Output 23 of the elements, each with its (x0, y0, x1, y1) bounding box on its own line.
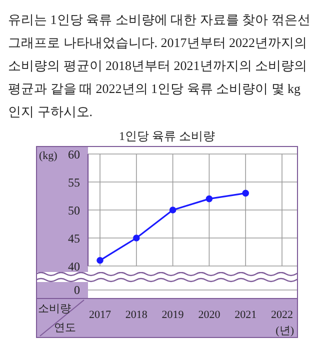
x-tick-label: 2021 (234, 309, 257, 321)
point (96, 257, 104, 264)
x-tick-label: 2022 (271, 309, 293, 321)
point (133, 234, 140, 242)
x-tick-label: 2020 (198, 309, 221, 321)
x-tick-label: 2018 (125, 309, 148, 321)
y-tick-label: 50 (68, 203, 80, 218)
x-tick-label: 2019 (162, 309, 184, 321)
x-tick-label: 2017 (89, 309, 112, 321)
y-tick-label: 40 (68, 259, 80, 274)
chart-title: 1인당 육류 소비량 (118, 128, 216, 145)
point (206, 195, 213, 202)
point (169, 206, 176, 214)
text: 연도 (54, 321, 76, 335)
y-tick-label: 55 (68, 175, 80, 190)
x-axis-title: (년) (276, 325, 294, 337)
text: 유리는 1인당 육류 소비량에 대한 자료를 찾아 꺾은선그래프로 나타내었습니다. 2017년부터 2022년까지의 소비량의 평균이 2018년부터 2021년까지의 소비량의 평균과 같을 때 2022년의 1인당 육류 소비량이 몇 kg인지 구하시오. (8, 11, 312, 121)
y-tick-label: 60 (68, 147, 80, 162)
text: 0 (74, 283, 80, 298)
y-tick-label: 45 (68, 231, 80, 246)
point (242, 190, 249, 197)
y-axis-title: (kg) (39, 150, 58, 162)
text: 소비량 (38, 302, 71, 316)
